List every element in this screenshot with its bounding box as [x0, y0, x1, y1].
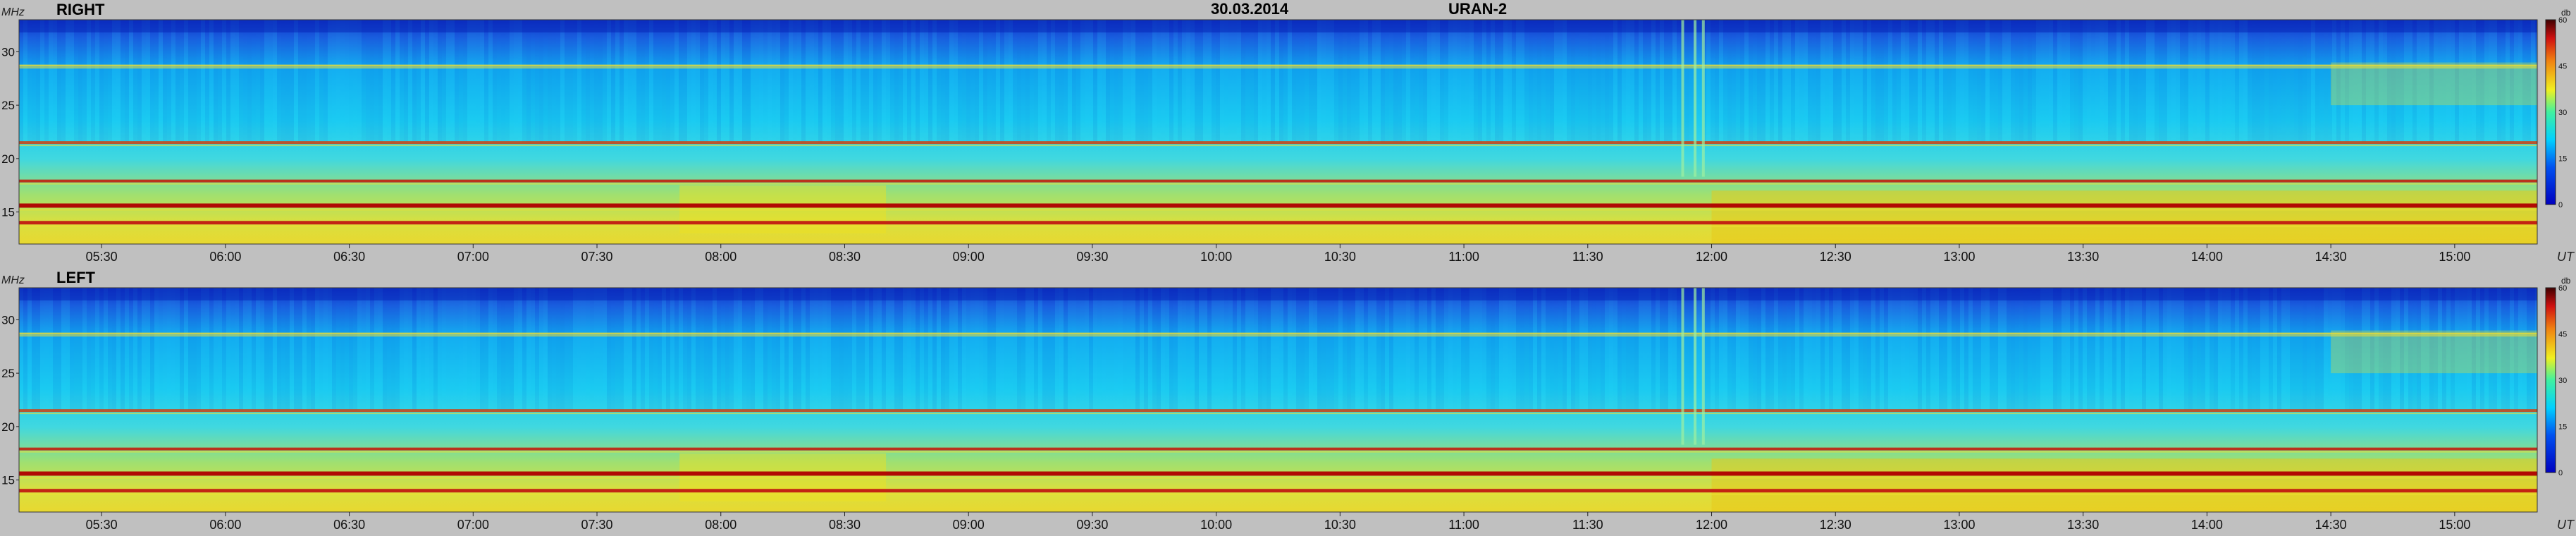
x-tick-label: 13:00 — [1943, 250, 1975, 264]
x-tick-label: 14:30 — [2315, 250, 2347, 264]
date-title: 30.03.2014 — [1211, 0, 1289, 18]
interference-spikes — [1681, 20, 1705, 177]
spike-line — [1681, 20, 1684, 177]
colorbar-tick-label: 0 — [2558, 201, 2563, 209]
colorbar — [2545, 19, 2556, 205]
x-tick-label: 08:00 — [705, 250, 737, 264]
spectrogram-left: LEFT MHz UT 15 20 25 30 05:30 06:00 06:30 07:00 07:… — [1, 269, 2575, 532]
y-tick-label: 20 — [1, 420, 15, 434]
x-tick-label: 06:30 — [333, 518, 365, 532]
x-tick-label: 12:30 — [1820, 518, 1851, 532]
colorbar-tick-label: 60 — [2558, 284, 2567, 293]
x-tick-label: 13:30 — [2067, 250, 2099, 264]
x-tick-label: 10:30 — [1324, 250, 1356, 264]
spectrogram-texture — [19, 20, 2539, 244]
x-tick-label: 12:30 — [1820, 250, 1851, 264]
x-tick-label: 07:00 — [457, 518, 489, 532]
y-tick-label: 20 — [1, 152, 15, 166]
panel-label: RIGHT — [56, 1, 105, 18]
spike-line — [1694, 288, 1697, 445]
spectrogram-panel-left: LEFT MHz UT 15 20 25 30 05:30 06:00 06:30 07:00 07:… — [0, 268, 2576, 536]
frequency-bands — [19, 64, 2537, 227]
colorbar-tick-label: 30 — [2558, 109, 2567, 117]
colorbar-tick-label: 15 — [2558, 155, 2567, 164]
colorbar-tick-label: 45 — [2558, 63, 2567, 71]
panel-label: LEFT — [56, 269, 96, 286]
instrument-title: URAN-2 — [1448, 0, 1508, 18]
colorbar-tick-label: 45 — [2558, 331, 2567, 339]
x-tick-label: 09:30 — [1076, 518, 1108, 532]
x-tick-label: 07:30 — [581, 518, 613, 532]
spectrogram-texture — [19, 288, 2539, 512]
x-tick-label: 12:00 — [1696, 250, 1727, 264]
x-tick-label: 05:30 — [86, 250, 118, 264]
y-tick-label: 25 — [1, 99, 15, 112]
colorbar-tick-label: 30 — [2558, 377, 2567, 385]
colorbar-tick-label: 0 — [2558, 469, 2563, 477]
colorbar — [2545, 287, 2556, 473]
y-tick-label: 15 — [1, 206, 15, 219]
x-tick-label: 06:00 — [209, 250, 241, 264]
x-axis-unit: UT — [2557, 518, 2575, 532]
x-tick-label: 09:00 — [953, 518, 985, 532]
spike-line — [1694, 20, 1697, 177]
x-tick-label: 14:00 — [2191, 250, 2223, 264]
plot-frame — [18, 287, 2538, 513]
spectrogram-right: RIGHT MHz UT 15 20 25 30 05:30 06:00 06:30 07:00 07… — [1, 1, 2575, 264]
x-tick-label: 08:30 — [829, 518, 861, 532]
spike-line — [1701, 288, 1705, 445]
y-tick-label: 25 — [1, 367, 15, 380]
x-tick-label: 06:00 — [209, 518, 241, 532]
spectrogram-panel-right: RIGHT MHz UT 15 20 25 30 05:30 06:00 06:30 07:00 07… — [1, 1, 2575, 264]
x-axis-unit: UT — [2557, 250, 2575, 264]
spike-line — [1701, 20, 1705, 177]
x-tick-label: 08:00 — [705, 518, 737, 532]
interference-spikes — [1681, 288, 1705, 445]
x-tick-label: 11:00 — [1448, 518, 1479, 532]
x-tick-label: 06:30 — [333, 250, 365, 264]
y-tick-label: 30 — [1, 313, 15, 327]
x-tick-label: 13:00 — [1943, 518, 1975, 532]
x-tick-label: 10:30 — [1324, 518, 1356, 532]
x-tick-label: 09:30 — [1076, 250, 1108, 264]
x-tick-label: 08:30 — [829, 250, 861, 264]
y-tick-label: 30 — [1, 45, 15, 59]
x-tick-label: 12:00 — [1696, 518, 1727, 532]
y-axis-unit: MHz — [1, 6, 25, 18]
colorbar-unit: db — [2561, 8, 2571, 18]
x-tick-label: 11:00 — [1448, 250, 1479, 264]
x-tick-label: 14:00 — [2191, 518, 2223, 532]
x-tick-label: 10:00 — [1200, 518, 1232, 532]
colorbar-tick-label: 15 — [2558, 423, 2567, 432]
x-tick-label: 10:00 — [1200, 250, 1232, 264]
colorbar-tick-label: 60 — [2558, 16, 2567, 25]
x-tick-label: 11:30 — [1572, 250, 1603, 264]
x-tick-label: 15:00 — [2439, 250, 2470, 264]
x-tick-label: 13:30 — [2067, 518, 2099, 532]
colorbar-unit: db — [2561, 276, 2571, 286]
x-tick-label: 15:00 — [2439, 518, 2470, 532]
frequency-bands — [19, 332, 2537, 495]
x-tick-label: 07:30 — [581, 250, 613, 264]
spike-line — [1681, 288, 1684, 445]
x-tick-label: 07:00 — [457, 250, 489, 264]
x-tick-label: 11:30 — [1572, 518, 1603, 532]
y-axis-unit: MHz — [1, 274, 25, 286]
x-tick-label: 09:00 — [953, 250, 985, 264]
plot-frame — [18, 19, 2538, 245]
y-tick-label: 15 — [1, 474, 15, 487]
x-tick-label: 14:30 — [2315, 518, 2347, 532]
x-tick-label: 05:30 — [86, 518, 118, 532]
